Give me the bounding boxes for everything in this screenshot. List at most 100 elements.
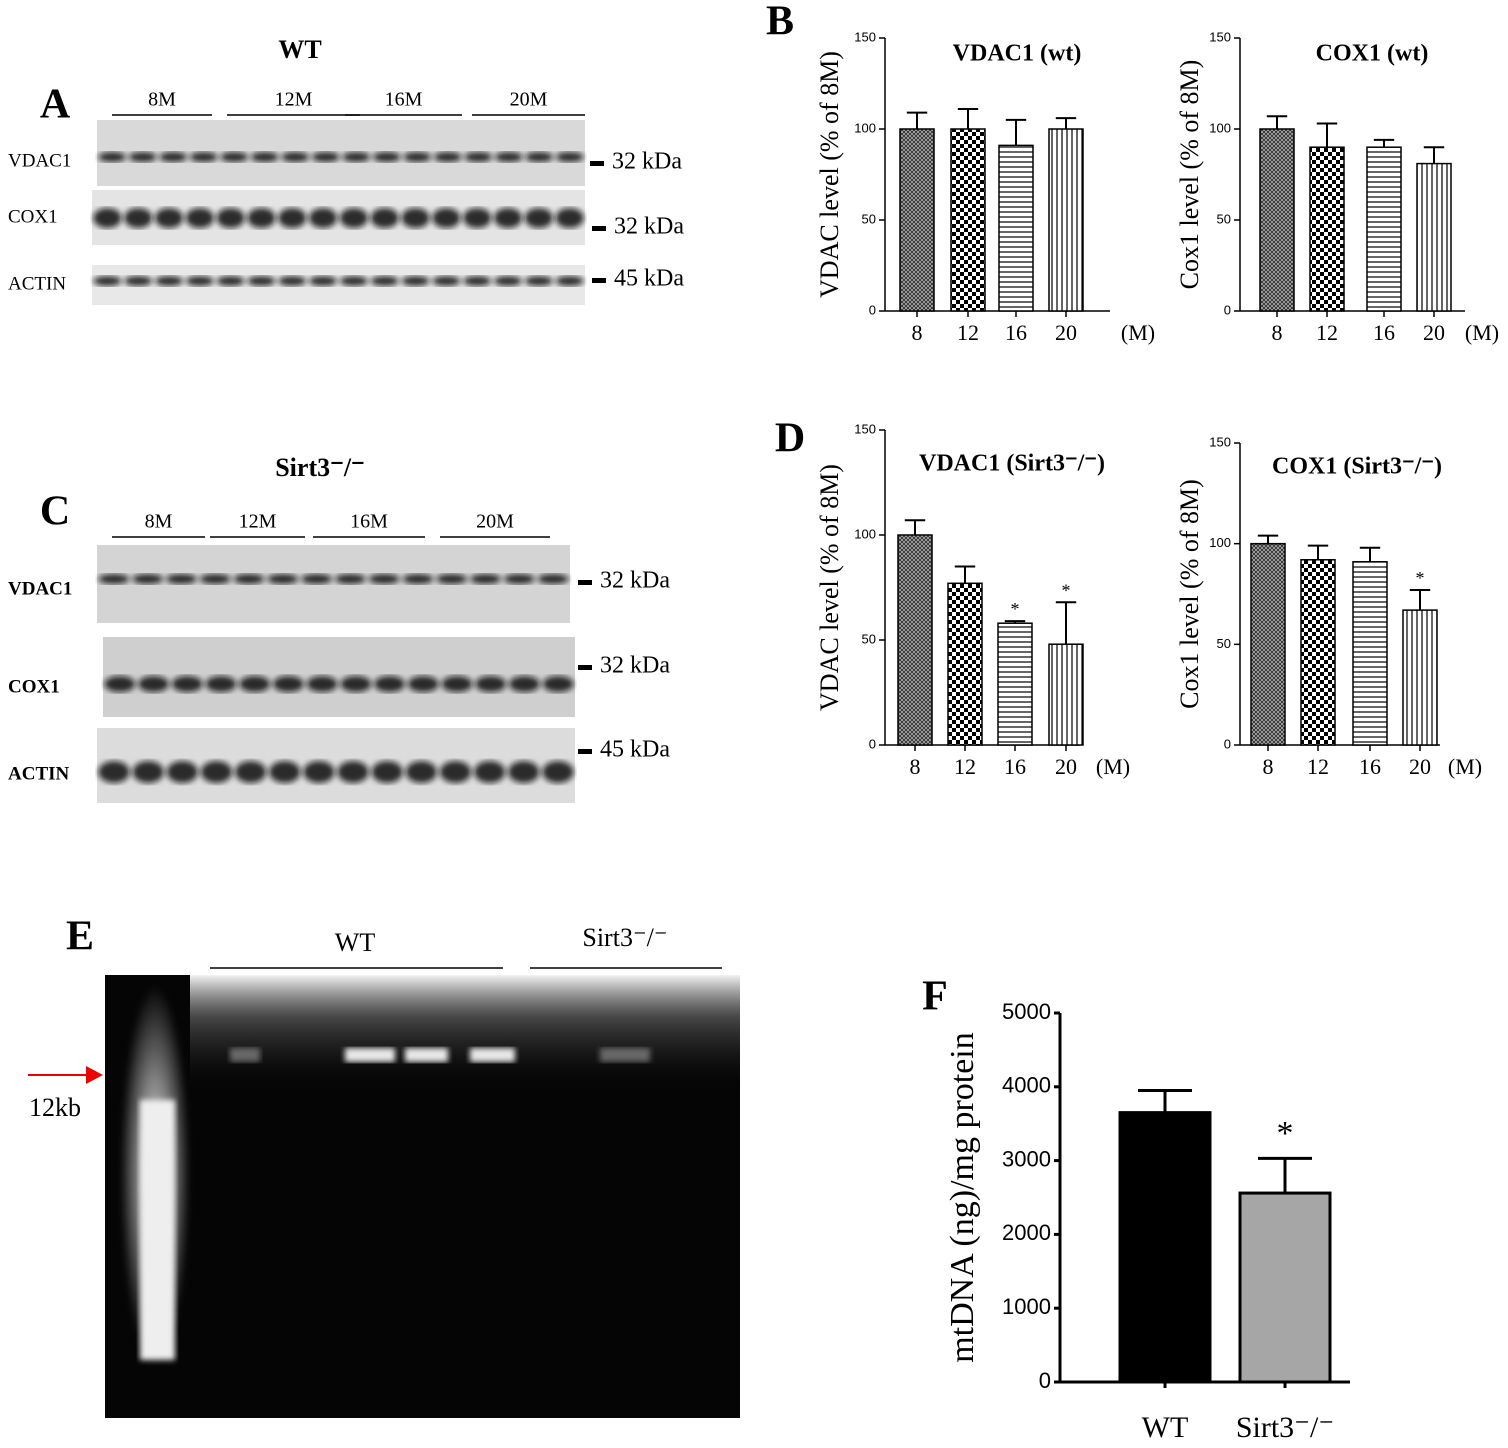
y-tick-label: 0 <box>1039 1368 1051 1393</box>
chart-title: COX1 (wt) <box>1316 41 1429 67</box>
y-tick-label: 150 <box>854 29 876 44</box>
bar <box>950 128 986 312</box>
panel-letter: C <box>40 489 70 535</box>
blot-band <box>216 208 245 228</box>
blot-band <box>370 276 399 286</box>
blot-band <box>104 676 136 692</box>
blot-band <box>303 761 335 783</box>
group-label: 16M <box>350 511 388 533</box>
y-tick-label: 2000 <box>1002 1220 1051 1245</box>
y-tick-label: 0 <box>1224 302 1231 317</box>
y-tick-label: 1000 <box>1002 1294 1051 1319</box>
chart-title: VDAC1 (Sirt3⁻/⁻) <box>919 451 1105 477</box>
blot-strip <box>103 637 575 717</box>
blot-band <box>441 676 473 692</box>
blot-band <box>436 574 468 584</box>
blot-strip <box>97 545 570 623</box>
blot-band <box>372 152 401 162</box>
blot-band <box>339 208 369 228</box>
blot-band <box>403 152 432 162</box>
blot-band <box>524 208 553 228</box>
group-label: 16M <box>385 89 423 111</box>
x-tick-label: Sirt3⁻/⁻ <box>1236 1411 1334 1444</box>
blot-band <box>185 276 215 286</box>
x-unit: (M) <box>1096 754 1130 779</box>
blot-band <box>165 574 198 584</box>
blot-band <box>339 276 369 286</box>
blot-band <box>542 761 574 783</box>
x-tick-label: 8 <box>1263 754 1274 779</box>
size-label: 32 kDa <box>600 568 670 594</box>
panel-letter: D <box>775 416 805 462</box>
bar <box>1118 1111 1212 1384</box>
blot-band <box>239 676 271 692</box>
panel-letter: B <box>766 0 794 45</box>
blot-band <box>159 152 188 162</box>
blot-band <box>407 676 439 692</box>
blot-band <box>124 208 153 228</box>
blot-band <box>368 574 400 584</box>
bar <box>997 622 1033 746</box>
blot-band <box>278 208 307 228</box>
x-tick-label: 8 <box>910 754 921 779</box>
blot-band <box>402 574 434 584</box>
bar <box>1238 1191 1332 1384</box>
blot-band <box>272 676 304 692</box>
bar <box>947 582 983 746</box>
blot-band <box>342 152 371 162</box>
gel-band <box>345 1048 395 1062</box>
x-tick-label: 20 <box>1055 320 1077 345</box>
panel-letter: F <box>922 974 948 1020</box>
blot-title: Sirt3⁻/⁻ <box>275 453 365 482</box>
blot-band <box>200 761 233 783</box>
y-tick-label: 100 <box>854 120 876 135</box>
blot-band <box>464 152 493 162</box>
blot-band <box>154 276 184 286</box>
blot-band <box>189 152 218 162</box>
blot-band <box>337 761 369 783</box>
blot-band <box>98 761 130 783</box>
row-label: VDAC1 <box>8 150 71 171</box>
size-dash <box>590 161 604 166</box>
blot-band <box>475 676 507 692</box>
x-tick-label: 12 <box>954 754 976 779</box>
y-tick-label: 4000 <box>1002 1073 1051 1098</box>
y-axis-label: Cox1 level (% of 8M) <box>1175 60 1204 290</box>
x-tick-label: 8 <box>1272 320 1283 345</box>
blot-band <box>281 152 310 162</box>
blot-band <box>98 152 127 162</box>
blot-band <box>267 574 299 584</box>
blot-band <box>234 761 267 783</box>
blot-band <box>555 208 584 228</box>
blot-band <box>493 208 523 228</box>
blot-band <box>216 276 245 286</box>
size-label: 45 kDa <box>614 266 684 292</box>
blot-band <box>124 276 153 286</box>
arrow-head <box>86 1066 103 1084</box>
y-axis-label: Cox1 level (% of 8M) <box>1175 479 1204 709</box>
x-tick-label: 12 <box>1307 754 1329 779</box>
y-tick-label: 100 <box>1209 120 1231 135</box>
size-label: 32 kDa <box>614 214 684 240</box>
blot-band <box>166 761 199 783</box>
blot-band <box>524 276 553 286</box>
blot-band <box>405 761 438 783</box>
blot-band <box>308 276 338 286</box>
group-label: 8M <box>148 89 176 111</box>
x-tick-label: 16 <box>1359 754 1381 779</box>
blot-band <box>503 574 535 584</box>
blot-band <box>278 276 307 286</box>
bar <box>1352 561 1388 746</box>
x-tick-label: 12 <box>957 320 979 345</box>
bar <box>897 534 933 746</box>
y-tick-label: 150 <box>1209 29 1231 44</box>
size-label: 45 kDa <box>600 737 670 763</box>
blot-band <box>334 574 366 584</box>
x-tick-label: 16 <box>1005 320 1027 345</box>
y-tick-label: 100 <box>854 526 876 541</box>
blot-band <box>220 152 249 162</box>
blot-band <box>247 208 276 228</box>
y-axis-label: VDAC level (% of 8M) <box>815 464 844 711</box>
